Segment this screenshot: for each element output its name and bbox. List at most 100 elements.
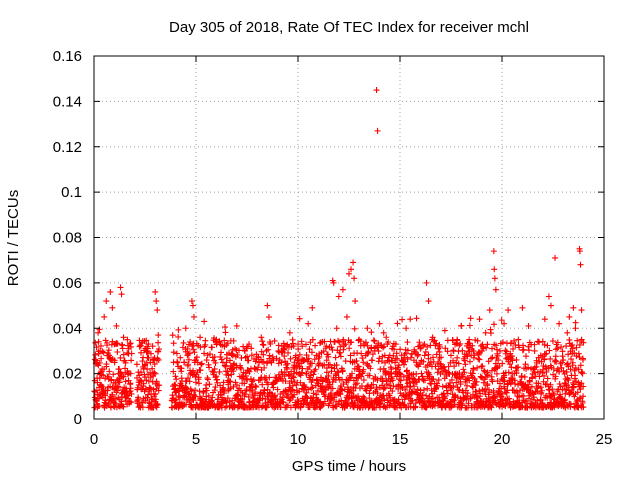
data-point	[122, 378, 129, 385]
data-point	[309, 336, 316, 343]
data-point	[143, 337, 150, 344]
data-point	[286, 329, 293, 336]
data-point	[484, 372, 491, 379]
data-point	[225, 372, 232, 379]
data-point	[211, 353, 218, 360]
data-point	[258, 348, 265, 355]
data-point	[559, 348, 566, 355]
data-point	[525, 347, 532, 354]
data-point	[571, 393, 578, 400]
data-point	[496, 347, 503, 354]
data-point	[323, 343, 330, 350]
data-point	[425, 355, 432, 362]
data-point	[549, 338, 556, 345]
data-point	[155, 387, 162, 394]
data-point	[141, 374, 148, 381]
data-point	[93, 398, 100, 405]
data-point	[169, 404, 176, 411]
data-point	[489, 345, 496, 352]
data-point	[329, 385, 336, 392]
data-point	[384, 403, 391, 410]
data-point	[335, 293, 342, 300]
data-point	[170, 340, 177, 347]
data-point	[508, 353, 515, 360]
data-point	[290, 374, 297, 381]
data-point	[373, 87, 380, 94]
data-point	[554, 345, 561, 352]
data-point	[387, 401, 394, 408]
data-point	[486, 307, 493, 314]
data-point	[291, 365, 298, 372]
data-point	[559, 359, 566, 366]
data-point	[261, 364, 268, 371]
data-point	[569, 345, 576, 352]
data-point	[423, 279, 430, 286]
data-point	[134, 384, 141, 391]
data-point	[114, 340, 121, 347]
data-point	[465, 400, 472, 407]
data-point	[390, 340, 397, 347]
data-point	[487, 403, 494, 410]
data-point	[297, 372, 304, 379]
data-point	[309, 384, 316, 391]
x-tick-label: 10	[290, 431, 307, 448]
data-point	[560, 357, 567, 364]
data-point	[319, 382, 326, 389]
data-point	[217, 353, 224, 360]
data-point	[381, 352, 388, 359]
data-point	[323, 357, 330, 364]
data-point	[289, 382, 296, 389]
data-point	[298, 369, 305, 376]
data-point	[236, 347, 243, 354]
data-point	[506, 399, 513, 406]
data-point	[461, 369, 468, 376]
data-point	[528, 383, 535, 390]
data-point	[147, 359, 154, 366]
data-point	[394, 355, 401, 362]
data-point	[476, 316, 483, 323]
data-point	[97, 342, 104, 349]
data-point	[358, 350, 365, 357]
data-point	[381, 403, 388, 410]
data-point	[374, 344, 381, 351]
data-point	[275, 360, 282, 367]
data-point	[146, 384, 153, 391]
data-point	[504, 387, 511, 394]
data-point	[506, 395, 513, 402]
data-point	[526, 378, 533, 385]
data-point	[564, 329, 571, 336]
data-point	[96, 403, 103, 410]
data-point	[195, 380, 202, 387]
data-point	[578, 307, 585, 314]
data-point	[275, 347, 282, 354]
data-point	[277, 374, 284, 381]
data-point	[104, 387, 111, 394]
data-point	[321, 338, 328, 345]
data-point	[535, 380, 542, 387]
data-point	[194, 359, 201, 366]
data-point	[455, 348, 462, 355]
data-point	[252, 390, 259, 397]
data-point	[154, 401, 161, 408]
data-point	[569, 359, 576, 366]
data-point	[188, 388, 195, 395]
data-point	[190, 397, 197, 404]
data-point	[101, 313, 108, 320]
data-point	[556, 320, 563, 327]
data-point	[333, 362, 340, 369]
data-point	[185, 341, 192, 348]
data-point	[403, 325, 410, 332]
data-point	[127, 343, 134, 350]
data-point	[265, 314, 272, 321]
data-point	[495, 357, 502, 364]
data-point	[172, 373, 179, 380]
data-point	[525, 322, 532, 329]
data-point	[107, 288, 114, 295]
data-point	[539, 338, 546, 345]
data-point	[420, 386, 427, 393]
data-point	[150, 386, 157, 393]
data-point	[115, 383, 122, 390]
data-point	[169, 332, 176, 339]
data-point	[513, 356, 520, 363]
data-point	[432, 385, 439, 392]
